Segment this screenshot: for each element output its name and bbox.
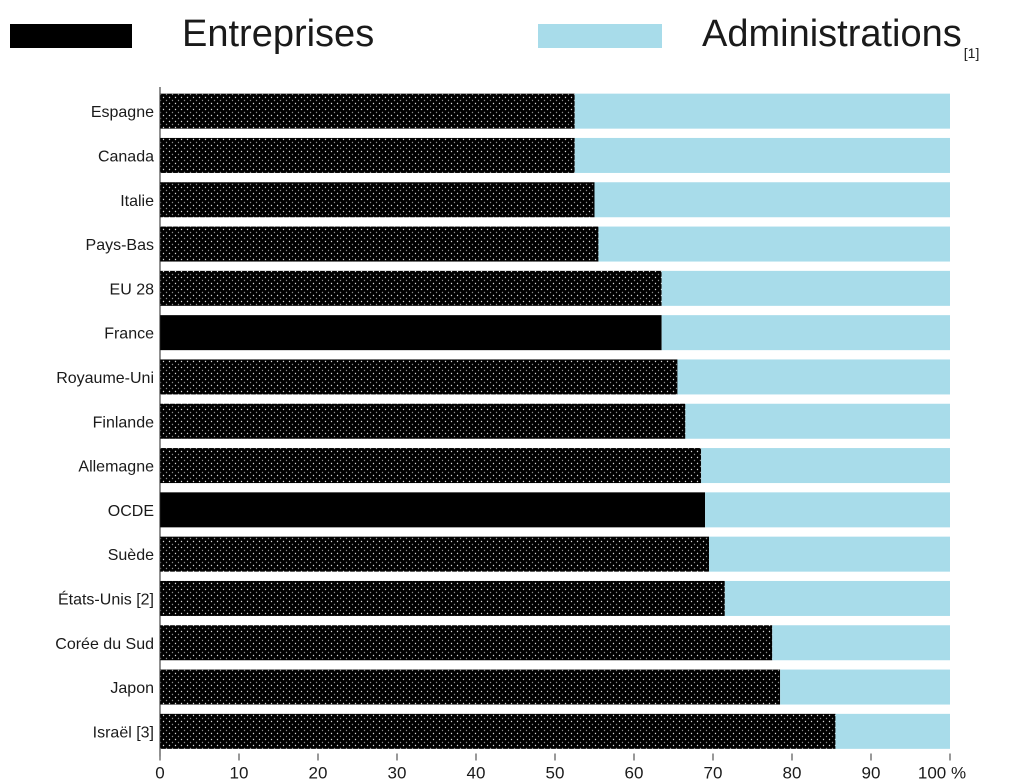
category-label-pays-bas: Pays-Bas bbox=[86, 237, 154, 254]
x-tick-label-3: 30 bbox=[388, 764, 407, 783]
x-tick-label-5: 50 bbox=[546, 764, 565, 783]
legend-note: [1] bbox=[963, 45, 980, 61]
category-label-etats-unis-2: États-Unis [2] bbox=[58, 589, 154, 608]
category-label-france: France bbox=[104, 326, 154, 343]
category-label-japon: Japon bbox=[110, 680, 154, 697]
bar-administrations-finlande bbox=[685, 403, 950, 439]
bar-administrations-royaume-uni bbox=[677, 359, 950, 395]
category-label-eu-28: EU 28 bbox=[110, 281, 155, 298]
x-tick-label-10: 100 % bbox=[918, 764, 966, 783]
bar-entreprises-ocde bbox=[160, 492, 706, 528]
bar-administrations-eu-28 bbox=[661, 270, 950, 306]
bar-entreprises-italie bbox=[160, 182, 595, 218]
bar-entreprises-etats-unis-2 bbox=[160, 580, 725, 616]
legend-label-administrations: Administrations [1] bbox=[702, 12, 979, 63]
bar-administrations-ocde bbox=[705, 492, 950, 528]
bar-entreprises-eu-28 bbox=[160, 270, 662, 306]
bar-administrations-espagne bbox=[574, 93, 950, 129]
x-tick-label-9: 90 bbox=[862, 764, 881, 783]
bar-entreprises-finlande bbox=[160, 403, 686, 439]
bar-administrations-etats-unis-2 bbox=[724, 580, 950, 616]
category-label-finlande: Finlande bbox=[93, 414, 154, 431]
bar-administrations-canada bbox=[574, 137, 950, 173]
x-tick-label-6: 60 bbox=[625, 764, 644, 783]
x-tick-label-8: 80 bbox=[783, 764, 802, 783]
bar-entreprises-coree-du-sud bbox=[160, 625, 773, 661]
category-label-espagne: Espagne bbox=[91, 104, 154, 121]
x-axis-ticks: 0 10 20 30 40 50 60 70 80 90 100 % bbox=[155, 87, 966, 783]
bar-administrations-allemagne bbox=[701, 448, 950, 484]
bar-entreprises-royaume-uni bbox=[160, 359, 678, 395]
x-tick-label-1: 10 bbox=[230, 764, 249, 783]
category-label-allemagne: Allemagne bbox=[78, 459, 154, 476]
x-tick-label-7: 70 bbox=[704, 764, 723, 783]
bar-entreprises-japon bbox=[160, 669, 781, 705]
bar-entreprises-france bbox=[160, 315, 662, 351]
x-tick-label-4: 40 bbox=[467, 764, 486, 783]
category-label-israel-3: Israël [3] bbox=[93, 724, 154, 741]
bar-administrations-israel-3 bbox=[835, 713, 950, 749]
x-tick-label-0: 0 bbox=[155, 764, 164, 783]
x-tick-label-2: 20 bbox=[309, 764, 328, 783]
bar-administrations-pays-bas bbox=[598, 226, 950, 262]
bar-entreprises-espagne bbox=[160, 93, 575, 129]
bar-entreprises-suede bbox=[160, 536, 710, 572]
bar-entreprises-israel-3 bbox=[160, 713, 836, 749]
bar-administrations-france bbox=[661, 315, 950, 351]
legend-label-entreprises: Entreprises bbox=[182, 13, 375, 55]
legend: Entreprises Administrations [1] bbox=[0, 0, 1024, 70]
category-label-royaume-uni: Royaume-Uni bbox=[56, 370, 154, 387]
category-label-suede: Suède bbox=[108, 547, 154, 564]
category-label-italie: Italie bbox=[120, 193, 154, 210]
bar-administrations-italie bbox=[594, 182, 950, 218]
bar-administrations-japon bbox=[780, 669, 950, 705]
category-label-canada: Canada bbox=[98, 148, 154, 165]
bar-entreprises-canada bbox=[160, 137, 575, 173]
bar-entreprises-pays-bas bbox=[160, 226, 599, 262]
legend-swatch-entreprises bbox=[10, 24, 132, 48]
bars bbox=[160, 93, 950, 749]
bar-administrations-suede bbox=[709, 536, 950, 572]
bar-entreprises-allemagne bbox=[160, 448, 702, 484]
category-label-ocde: OCDE bbox=[108, 503, 154, 520]
bar-administrations-coree-du-sud bbox=[772, 625, 950, 661]
category-labels: Espagne Canada Italie Pays-Bas EU 28 France Ro… bbox=[55, 104, 154, 741]
category-label-coree-du-sud: Corée du Sud bbox=[55, 636, 154, 653]
legend-label-administrations-text: Administrations bbox=[702, 13, 962, 55]
legend-swatch-administrations bbox=[538, 24, 662, 48]
